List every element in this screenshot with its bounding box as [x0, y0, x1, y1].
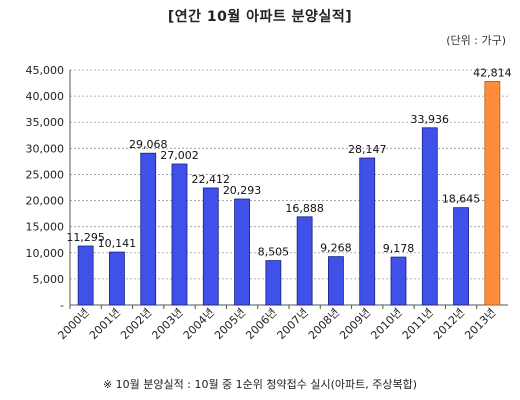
bar	[328, 256, 344, 306]
bar	[484, 81, 501, 306]
chart-title: [연간 10월 아파트 분양실적]	[167, 9, 353, 25]
data-label: 11,295	[66, 231, 105, 244]
y-tick-label: 45,000	[26, 64, 65, 77]
data-label: 28,147	[348, 143, 387, 156]
bar	[202, 187, 219, 306]
x-tick-label: 2005년	[212, 306, 248, 342]
data-label: 22,412	[192, 173, 231, 186]
x-tick-label: 2007년	[275, 306, 311, 342]
data-label: 18,645	[442, 193, 481, 206]
x-tick-label: 2011년	[400, 306, 436, 342]
bar	[140, 152, 157, 306]
plot-area	[70, 70, 508, 305]
bar	[390, 256, 407, 306]
data-label: 9,178	[383, 242, 415, 255]
y-tick-label: 40,000	[26, 90, 65, 103]
x-tick-label: 2008년	[306, 306, 342, 342]
x-tick-label: 2003년	[149, 306, 185, 342]
data-label: 27,002	[160, 149, 199, 162]
footnote: ※ 10월 분양실적 : 10월 중 1순위 청약접수 실시(아파트, 주상복합…	[102, 378, 418, 391]
x-tick-label: 2012년	[431, 306, 467, 342]
unit-label: (단위 : 가구)	[446, 34, 506, 47]
data-label: 33,936	[411, 113, 450, 126]
bar	[171, 163, 188, 306]
x-tick-label: 2010년	[368, 306, 404, 342]
bar	[265, 260, 282, 306]
y-tick-label: 15,000	[26, 221, 65, 234]
x-tick-label: 2006년	[243, 306, 279, 342]
y-tick-label: 5,000	[33, 273, 65, 286]
bar	[109, 251, 125, 306]
y-tick-label: 25,000	[26, 168, 65, 181]
bar	[421, 127, 438, 306]
x-tick-label: 2013년	[462, 306, 498, 342]
y-tick-label: 10,000	[26, 247, 65, 260]
x-tick-label: 2009년	[337, 306, 373, 342]
bar	[453, 207, 469, 306]
y-tick-label: 30,000	[26, 142, 65, 155]
bar	[359, 157, 376, 306]
data-label: 29,068	[129, 138, 168, 151]
data-label: 20,293	[223, 184, 262, 197]
data-label: 10,141	[98, 237, 137, 250]
x-tick-label: 2001년	[87, 306, 123, 342]
bar	[77, 245, 94, 306]
data-label: 8,505	[258, 246, 290, 259]
x-tick-label: 2002년	[118, 306, 154, 342]
bar	[234, 198, 250, 306]
data-label: 16,888	[285, 202, 324, 215]
y-tick-label: 20,000	[26, 195, 65, 208]
y-tick-label: -	[60, 299, 64, 312]
data-label: 9,268	[320, 242, 352, 255]
bar	[296, 216, 313, 306]
y-tick-label: 35,000	[26, 116, 65, 129]
x-tick-label: 2004년	[181, 306, 217, 342]
data-label: 42,814	[473, 66, 512, 79]
